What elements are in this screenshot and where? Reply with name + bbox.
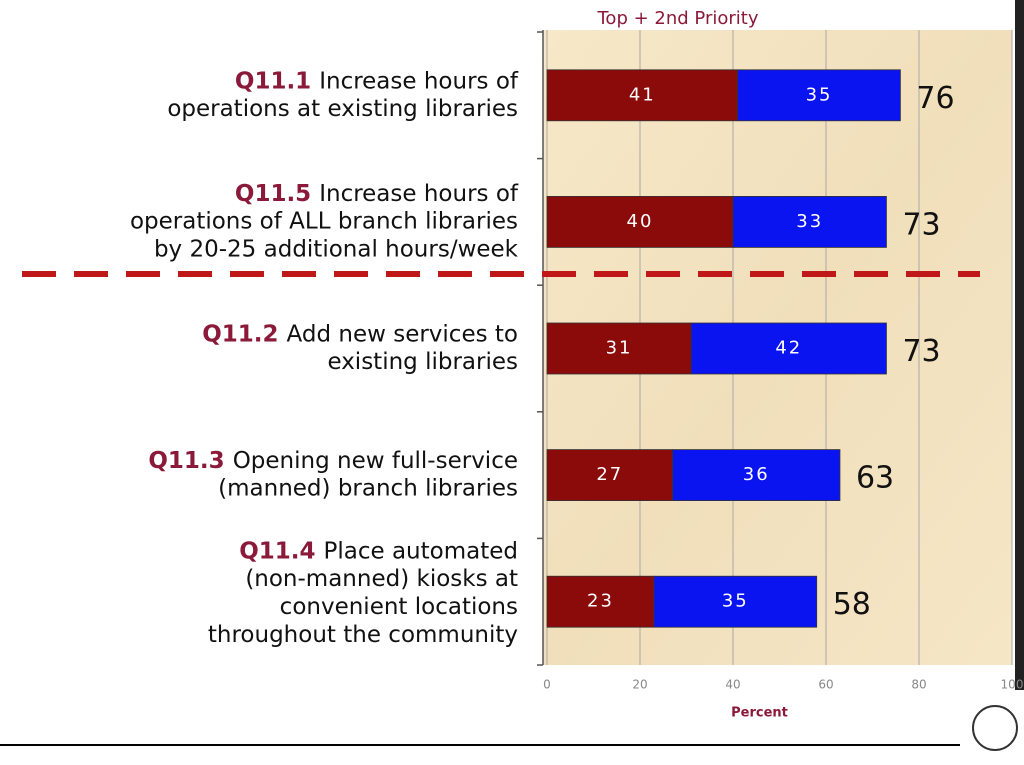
x-tick-label: 40: [725, 678, 740, 692]
category-code: Q11.1: [235, 68, 311, 94]
category-label: Q11.4 Place automated: [239, 538, 518, 564]
bar-value-label: 27: [596, 464, 623, 485]
category-code: Q11.4: [239, 538, 315, 564]
category-text: Place automated: [324, 538, 519, 564]
category-label: operations at existing libraries: [167, 96, 518, 122]
category-label: operations of ALL branch libraries: [130, 208, 518, 234]
plot: 0 20 40 60 80 100 Percent Q11.1 Increase hours o…: [130, 30, 1024, 721]
category-code: Q11.5: [235, 180, 311, 206]
bar-value-label: 41: [629, 84, 656, 105]
x-axis-label: Percent: [731, 706, 788, 721]
category-text: Add new services to: [287, 321, 518, 347]
x-tick-label: 0: [543, 678, 551, 692]
x-tick-label: 60: [818, 678, 833, 692]
category-label: (manned) branch libraries: [218, 476, 518, 502]
bar-segment: [546, 69, 739, 122]
bar-segment: [732, 195, 887, 248]
category-text: Opening new full-service: [233, 448, 518, 474]
bar-segment: [672, 449, 841, 502]
bar-value-label: 35: [722, 591, 749, 612]
total-label: 73: [902, 334, 940, 369]
bar-value-label: 35: [806, 84, 833, 105]
category-label: convenient locations: [280, 594, 518, 620]
bar-segment: [546, 575, 655, 628]
category-label: throughout the community: [208, 622, 518, 648]
bar-segment: [737, 69, 901, 122]
category-label: Q11.3 Opening new full-service: [148, 448, 518, 474]
total-label: 76: [916, 81, 954, 116]
category-label: existing libraries: [327, 349, 518, 375]
total-label: 73: [902, 207, 940, 242]
right-edge: [1015, 0, 1024, 690]
x-tick-label: 100: [1001, 678, 1024, 692]
x-tick-label: 80: [911, 678, 926, 692]
bar-value-label: 42: [775, 338, 802, 359]
x-tick-label: 20: [632, 678, 647, 692]
logo: [972, 705, 1018, 751]
chart-title: Top + 2nd Priority: [597, 8, 759, 29]
bar-segment: [690, 322, 887, 375]
category-text: Increase hours of: [319, 180, 519, 206]
category-label: (non-manned) kiosks at: [245, 566, 518, 592]
category-code: Q11.2: [202, 321, 278, 347]
bar-segment: [653, 575, 818, 628]
bar-value-label: 31: [606, 338, 633, 359]
category-label: Q11.5 Increase hours of: [235, 180, 519, 206]
bar-value-label: 23: [587, 591, 614, 612]
total-label: 58: [833, 587, 871, 622]
bar-segment: [546, 322, 692, 375]
category-label: Q11.2 Add new services to: [202, 321, 518, 347]
bar-value-label: 33: [796, 211, 823, 232]
bar-segment: [546, 449, 673, 502]
bar-value-label: 40: [627, 211, 654, 232]
category-label: by 20-25 additional hours/week: [154, 236, 519, 262]
bar-value-label: 36: [743, 464, 770, 485]
category-text: Increase hours of: [319, 68, 519, 94]
total-label: 63: [856, 461, 894, 496]
bar-segment: [546, 195, 734, 248]
category-code: Q11.3: [148, 448, 224, 474]
category-label: Q11.1 Increase hours of: [235, 68, 519, 94]
